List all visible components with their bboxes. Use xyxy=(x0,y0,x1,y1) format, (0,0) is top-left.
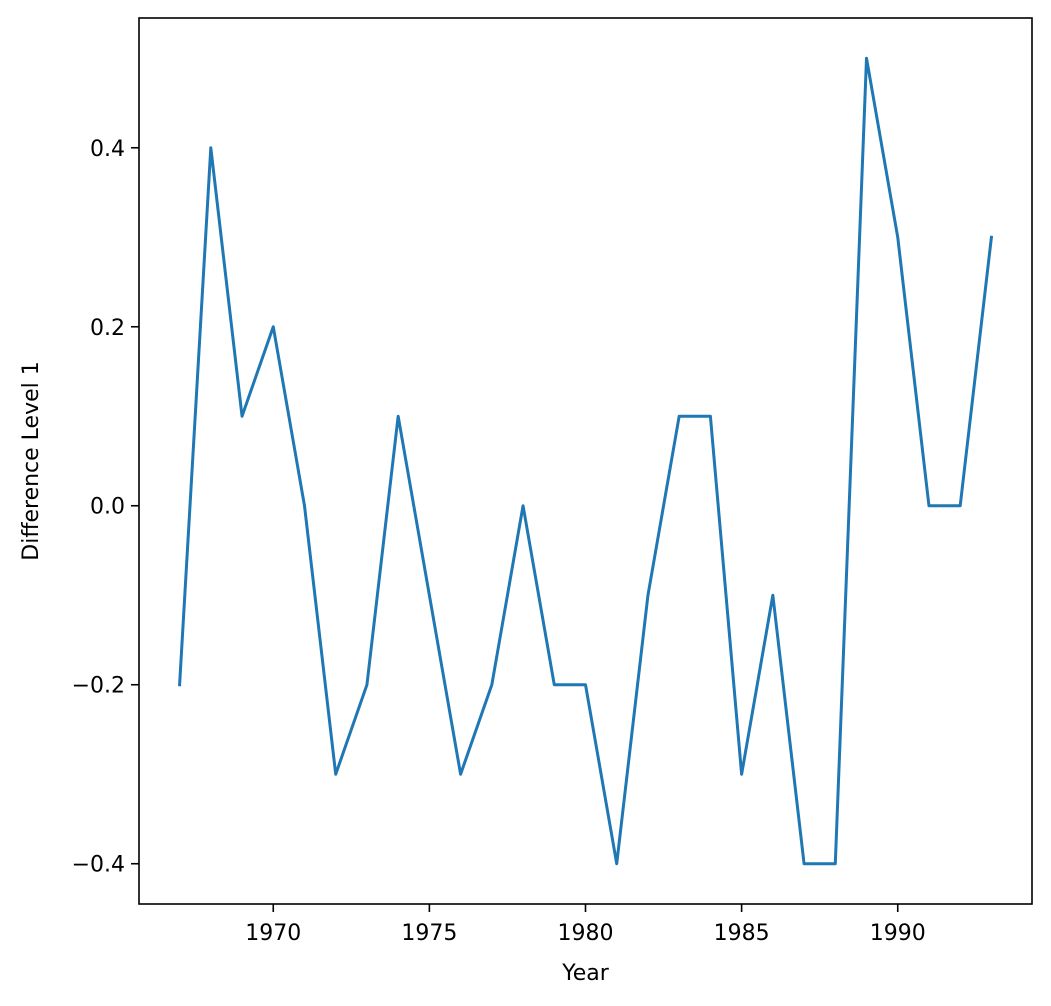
y-tick-label: 0.4 xyxy=(90,137,125,162)
x-tick-label: 1975 xyxy=(401,921,457,946)
data-point xyxy=(990,236,993,239)
series-layer xyxy=(178,56,994,866)
plot-frame xyxy=(138,17,1033,905)
data-point xyxy=(740,773,743,776)
y-tick-label: −0.2 xyxy=(72,674,125,699)
data-point xyxy=(272,325,275,328)
x-axis-label: Year xyxy=(561,961,610,986)
data-point xyxy=(615,862,618,865)
x-axis-ticks: 1970 1975 1980 1985 1990 xyxy=(245,904,926,946)
y-tick-label: 0.0 xyxy=(90,495,125,520)
data-point xyxy=(365,683,368,686)
x-tick-label: 1990 xyxy=(870,921,926,946)
data-point xyxy=(678,415,681,418)
data-point xyxy=(584,683,587,686)
data-point xyxy=(553,683,556,686)
x-tick-label: 1985 xyxy=(714,921,770,946)
x-tick-label: 1970 xyxy=(245,921,301,946)
data-point xyxy=(428,594,431,597)
data-point xyxy=(834,862,837,865)
data-point xyxy=(803,862,806,865)
plot-area xyxy=(139,18,1032,904)
y-tick-label: −0.4 xyxy=(72,853,125,878)
data-point xyxy=(303,504,306,507)
data-point xyxy=(459,773,462,776)
y-axis-label: Difference Level 1 xyxy=(19,361,44,560)
data-point xyxy=(896,236,899,239)
data-point xyxy=(865,57,868,60)
y-axis-ticks: −0.4 −0.2 0.0 0.2 0.4 xyxy=(72,137,139,878)
x-tick-label: 1980 xyxy=(558,921,614,946)
series-line xyxy=(178,56,994,866)
data-point xyxy=(334,773,337,776)
data-point xyxy=(771,594,774,597)
data-point xyxy=(397,415,400,418)
data-point xyxy=(490,683,493,686)
data-point xyxy=(927,504,930,507)
data-point xyxy=(522,504,525,507)
y-tick-label: 0.2 xyxy=(90,316,125,341)
data-point xyxy=(646,594,649,597)
data-point xyxy=(178,683,181,686)
data-point xyxy=(241,415,244,418)
data-point xyxy=(209,146,212,149)
data-point xyxy=(959,504,962,507)
data-point xyxy=(709,415,712,418)
